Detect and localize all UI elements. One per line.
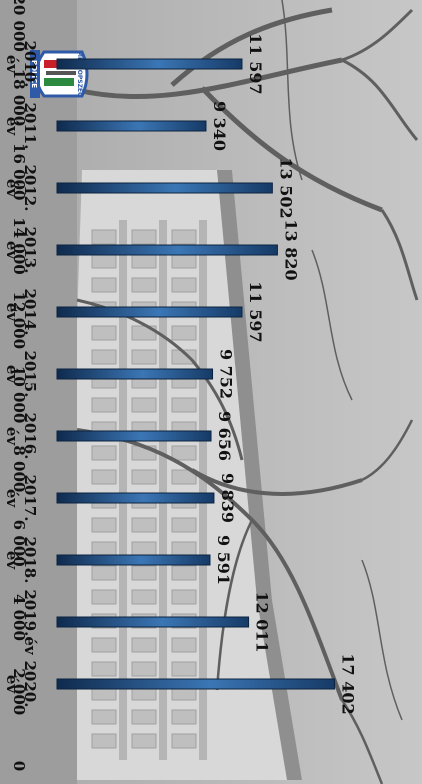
value-label: 11 597	[246, 281, 265, 342]
y-tick-label: 2 000	[10, 668, 28, 715]
x-tick-sublabel: év	[3, 117, 21, 137]
value-label: 13 820	[281, 219, 300, 280]
y-tick-label: 12 000	[10, 292, 28, 349]
value-label: 11 597	[246, 33, 265, 94]
y-tick-label: 0	[10, 761, 28, 771]
y-tick-label: 10 000	[10, 366, 28, 423]
value-label: 9 656	[215, 411, 234, 461]
police-logo: METROPSZÉG POLICE	[30, 50, 89, 98]
value-label: 9 591	[214, 535, 233, 585]
y-tick-label: 18 000	[10, 69, 28, 126]
y-tick-label: 8 000	[10, 445, 28, 492]
x-tick-sublabel: év	[3, 551, 21, 571]
bar-2019év	[56, 616, 250, 628]
y-tick-label: 6 000	[10, 520, 28, 567]
y-tick-label: 14 000	[10, 217, 28, 274]
bar-2012	[56, 182, 273, 194]
bar-2014	[56, 306, 243, 318]
logo-text-top: METROPSZÉG	[76, 51, 84, 97]
y-tick-label: 16 000	[10, 143, 28, 200]
y-tick-label: 20 000	[10, 0, 28, 52]
x-tick-label: 2020.	[21, 661, 39, 708]
value-label: 13 502	[276, 157, 295, 218]
logo-text-bottom: POLICE	[30, 60, 38, 88]
bar-2017	[56, 492, 215, 504]
x-tick-label: 2011.	[21, 103, 39, 150]
bar-2018	[56, 554, 211, 566]
value-label: 9 340	[210, 101, 229, 151]
value-label: 9 839	[218, 473, 237, 523]
x-tick-sublabel: év	[3, 241, 21, 261]
x-tick-label: 2017.	[21, 475, 39, 522]
x-tick-label: 2012.	[21, 165, 39, 212]
bar-2011	[56, 120, 207, 132]
y-tick-label: 4 000	[10, 594, 28, 641]
x-tick-sublabel: év	[3, 55, 21, 75]
x-tick-sublabel: év	[3, 489, 21, 509]
x-tick-sublabel: év	[3, 427, 21, 447]
x-tick-label: 2014.	[21, 289, 39, 336]
x-tick-label: 2018.	[21, 537, 39, 584]
photo-ground	[0, 0, 77, 784]
x-tick-sublabel: év	[3, 179, 21, 199]
bar-2016	[56, 430, 212, 442]
y-axis-ticks: 0 2 000 4 000 6 000 8 000 10 000 12 000 14 000 1…	[10, 0, 28, 771]
value-label: 9 752	[217, 349, 236, 399]
x-tick-label: 2010.	[21, 41, 39, 88]
x-tick-label: 2019.év	[21, 589, 39, 656]
x-tick-sublabel: év	[3, 365, 21, 385]
x-tick-sublabel: év	[3, 303, 21, 323]
value-label: 12 011	[253, 591, 272, 652]
x-tick-label: 2016.	[21, 413, 39, 460]
value-label: 17 402	[339, 653, 358, 714]
bar-2010	[56, 58, 243, 70]
bar-series	[56, 58, 336, 690]
x-tick-label: 2015.	[21, 351, 39, 398]
bar-2013	[56, 244, 278, 256]
bar-2020	[56, 678, 336, 690]
x-tick-label: 2013.	[21, 227, 39, 274]
bar-2015	[56, 368, 214, 380]
x-tick-sublabel: év	[3, 675, 21, 695]
x-axis-labels: 2010.év2011.év2012.év2013.év2014.év2015.…	[3, 41, 39, 708]
